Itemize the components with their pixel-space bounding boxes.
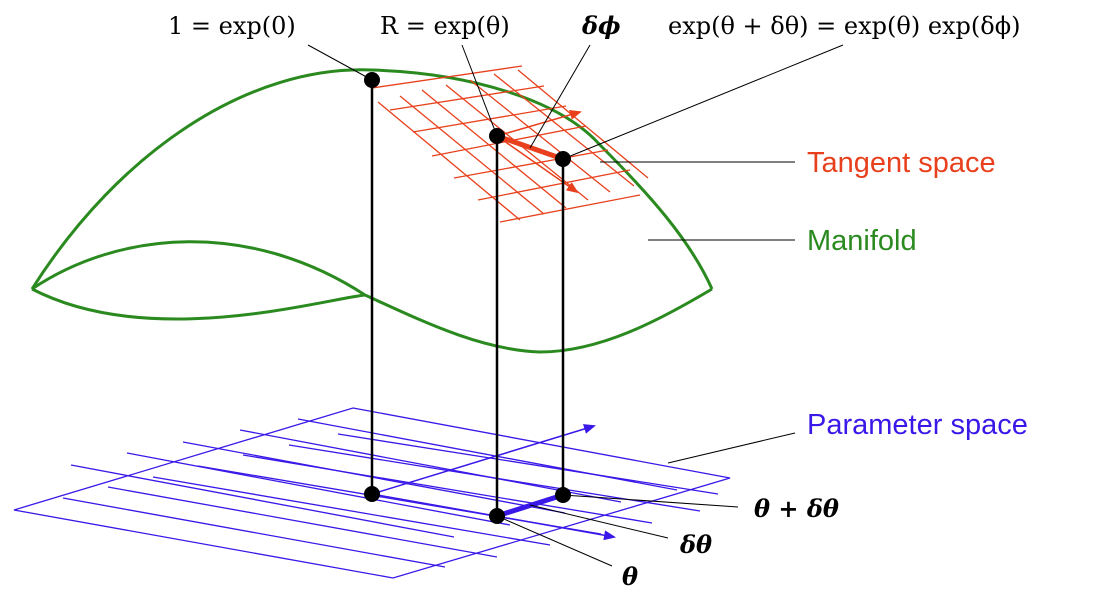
theta-point [489,508,505,524]
tangent-axis-1-arrow [496,109,582,137]
exp-mapping-lines [370,80,565,516]
rotation-label: R = exp(θ) [380,12,510,40]
manifold-label: Manifold [807,225,917,257]
tangent-space-grid [371,65,649,223]
parameter-axis-1-arrow [371,424,596,495]
composition-label: exp(θ + δθ) = exp(θ) exp(δϕ) [668,12,1020,40]
theta-plus-dtheta-label: θ + δθ [754,494,839,523]
origin-point [364,486,380,502]
theta-label: θ [622,562,638,591]
dtheta-label: δθ [679,530,712,559]
identity-point [364,72,380,88]
leader-lines [307,44,844,567]
tangent-space-label: Tangent space [807,147,996,179]
delta-phi-label: δϕ [581,11,621,40]
identity-label: 1 = exp(0) [168,12,296,40]
parameter-space-label: Parameter space [807,409,1028,441]
theta-plus-dtheta-point [555,487,571,503]
manifold-surface [30,68,714,354]
composed-point [555,151,571,167]
rotation-point [489,128,505,144]
points [364,72,571,524]
